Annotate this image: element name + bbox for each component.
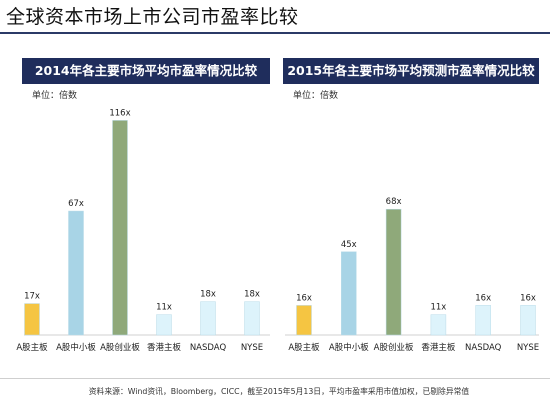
right-bar-value-label: 16x	[520, 293, 536, 303]
right-category-label: 香港主板	[421, 342, 456, 353]
right-category-label: NYSE	[517, 343, 539, 353]
left-category-label: NASDAQ	[190, 343, 227, 353]
right-bar	[475, 305, 491, 336]
source-note: 资料来源：Wind资讯，Bloomberg，CICC，截至2015年5月13日，…	[88, 387, 470, 396]
right-category-label: NASDAQ	[465, 343, 502, 353]
page-title: 全球资本市场上市公司市盈率比较	[6, 6, 299, 28]
left-unit-label: 单位：倍数	[32, 91, 78, 101]
left-category-label: A股中小板	[56, 342, 96, 353]
right-bar	[385, 208, 402, 336]
left-bar-value-label: 17x	[24, 292, 40, 302]
left-bar	[200, 301, 216, 336]
left-bar-value-label: 67x	[68, 199, 84, 209]
right-bar-value-label: 45x	[341, 240, 357, 250]
left-category-label: NYSE	[241, 343, 263, 353]
left-chart-title: 2014年各主要市场平均市盈率情况比较	[22, 58, 270, 84]
left-bar	[68, 210, 84, 336]
right-category-label: A股主板	[288, 342, 320, 353]
left-category-label: 香港主板	[147, 342, 182, 353]
right-bar-value-label: 68x	[386, 197, 402, 207]
title-divider	[0, 32, 550, 34]
right-bar	[520, 305, 536, 336]
left-bar-value-label: 18x	[200, 290, 216, 300]
right-bar-value-label: 11x	[430, 303, 446, 313]
left-bar	[244, 301, 260, 336]
right-bar-value-label: 16x	[296, 293, 312, 303]
left-bar-value-label: 11x	[156, 303, 172, 313]
left-bar	[112, 120, 128, 336]
left-bar-value-label: 18x	[244, 290, 260, 300]
right-bar-value-label: 16x	[475, 293, 491, 303]
right-bar	[296, 305, 312, 336]
right-bar	[430, 314, 447, 336]
left-bar-value-label: 116x	[109, 108, 130, 118]
left-bar	[156, 314, 172, 336]
left-category-label: A股创业板	[100, 342, 140, 353]
right-category-label: A股创业板	[374, 342, 414, 353]
right-chart-title: 2015年各主要市场平均预测市盈率情况比较	[283, 58, 539, 84]
right-bar	[341, 251, 357, 336]
left-bar	[24, 303, 40, 336]
left-category-label: A股主板	[16, 342, 48, 353]
right-category-label: A股中小板	[329, 342, 369, 353]
footer-divider	[0, 378, 550, 379]
right-unit-label: 单位：倍数	[293, 91, 339, 101]
